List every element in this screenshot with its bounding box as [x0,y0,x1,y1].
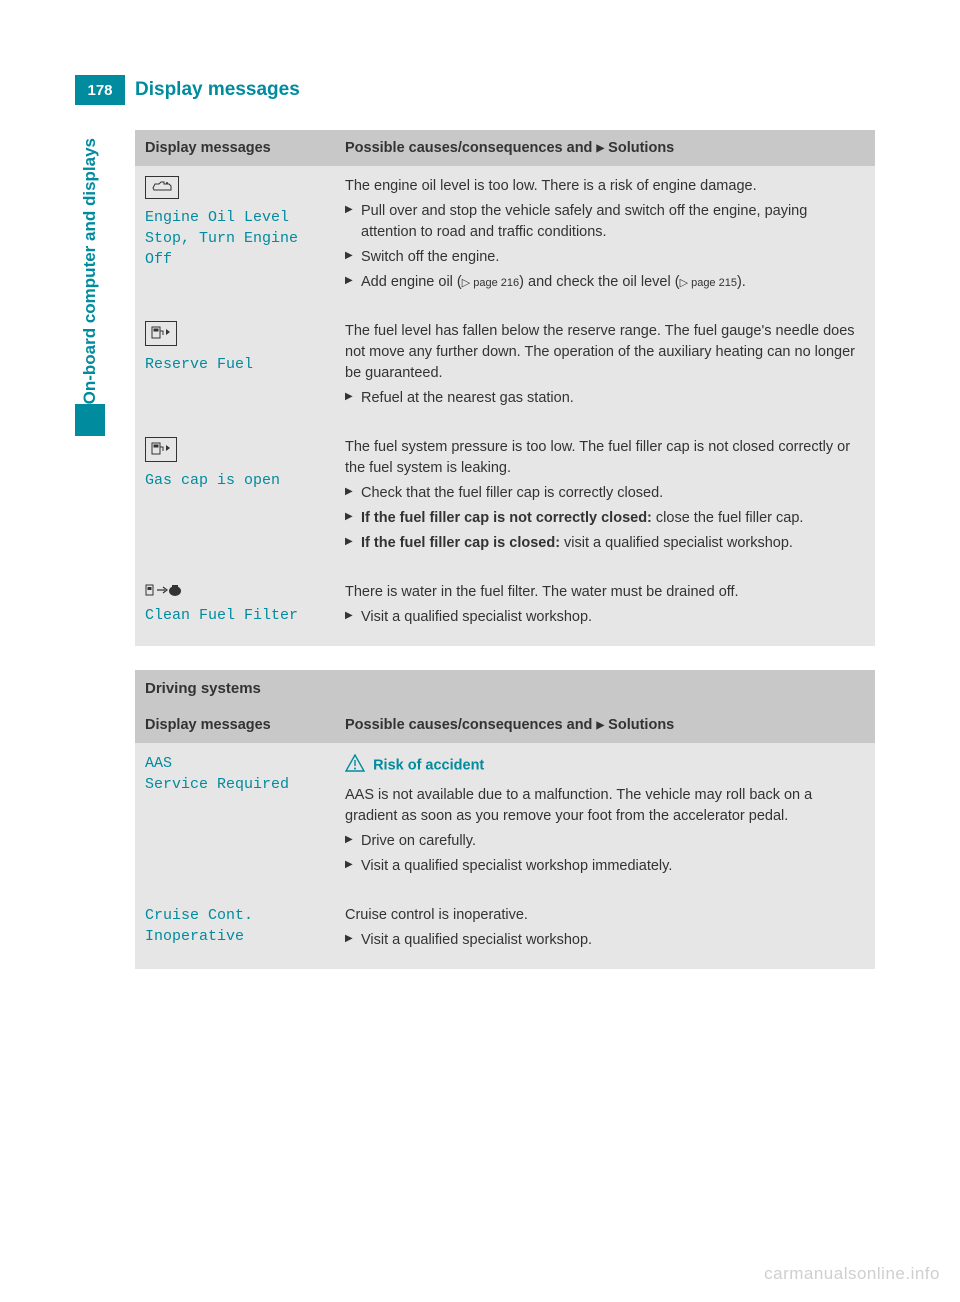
display-message-text: Gas cap is open [145,470,325,491]
list-item: Drive on carefully. [345,831,865,852]
bullet-text: Add engine oil ( [361,274,462,290]
messages-table-2: Display messages Possible causes/consequ… [135,707,875,969]
solution-list: Visit a qualified specialist workshop. [345,930,865,951]
list-item: Refuel at the nearest gas station. [345,388,865,409]
list-item: Add engine oil (▷ page 216) and check th… [345,272,865,293]
intro-text: There is water in the fuel filter. The w… [345,582,865,603]
msg-line: AAS [145,755,172,772]
warning-row: Risk of accident [345,753,865,779]
fuel-icon [145,437,177,462]
msg-line: Off [145,251,172,268]
table-row: Clean Fuel Filter [135,572,335,646]
display-message-text: Engine Oil Level Stop, Turn Engine Off [145,207,325,270]
solution-cell: The fuel level has fallen below the rese… [335,311,875,427]
display-message-text: Clean Fuel Filter [145,605,325,626]
solution-cell: The engine oil level is too low. There i… [335,166,875,311]
col2-header-suffix: Solutions [604,717,674,733]
oil-icon [145,176,179,199]
list-item: Switch off the engine. [345,247,865,268]
page-ref: ▷ page 216 [462,277,519,289]
msg-line: Gas cap is open [145,472,280,489]
table1-col2-header: Possible causes/consequences and ▶ Solut… [335,130,875,166]
table-row: AAS Service Required [135,743,335,895]
watermark: carmanualsonline.info [764,1264,940,1284]
list-item: If the fuel filler cap is closed: visit … [345,533,865,554]
side-tab: On-board computer and displays [75,130,105,450]
msg-line: Engine Oil Level [145,209,289,226]
page-number: 178 [75,75,125,105]
list-item: Pull over and stop the vehicle safely an… [345,201,865,243]
side-label: On-board computer and displays [80,130,100,404]
solution-list: Refuel at the nearest gas station. [345,388,865,409]
list-item: Visit a qualified specialist workshop. [345,607,865,628]
content-area: Display messages Possible causes/consequ… [135,130,875,969]
list-item: Visit a qualified specialist workshop im… [345,856,865,877]
intro-text: The fuel level has fallen below the rese… [345,321,865,384]
fuel-filter-icon [145,582,325,601]
col2-header-prefix: Possible causes/consequences and [345,140,596,156]
msg-line: Clean Fuel Filter [145,607,298,624]
display-message-text: Cruise Cont. Inoperative [145,905,325,947]
table-row: Gas cap is open [135,427,335,572]
msg-line: Cruise Cont. [145,907,253,924]
solutions-marker-icon: ▶ [596,720,604,731]
table2-col2-header: Possible causes/consequences and ▶ Solut… [335,707,875,743]
solution-cell: Risk of accident AAS is not available du… [335,743,875,895]
table1-col1-header: Display messages [135,130,335,166]
bullet-text: ). [737,274,746,290]
solution-list: Visit a qualified specialist workshop. [345,607,865,628]
intro-text: Cruise control is inoperative. [345,905,865,926]
intro-text: AAS is not available due to a malfunctio… [345,785,865,827]
bullet-bold: If the fuel filler cap is not correctly … [361,510,652,526]
col2-header-suffix: Solutions [604,140,674,156]
section-header: Driving systems [135,670,875,707]
display-message-text: AAS Service Required [145,753,325,795]
solution-list: Check that the fuel filler cap is correc… [345,483,865,554]
table-row: Engine Oil Level Stop, Turn Engine Off [135,166,335,311]
intro-text: The engine oil level is too low. There i… [345,176,865,197]
table-row: Cruise Cont. Inoperative [135,895,335,969]
side-block [75,404,105,436]
solution-cell: Cruise control is inoperative. Visit a q… [335,895,875,969]
list-item: Check that the fuel filler cap is correc… [345,483,865,504]
page-ref: ▷ page 215 [680,277,737,289]
solution-list: Pull over and stop the vehicle safely an… [345,201,865,293]
msg-line: Reserve Fuel [145,356,253,373]
bullet-text: visit a qualified specialist workshop. [560,535,793,551]
list-item: If the fuel filler cap is not correctly … [345,508,865,529]
solution-cell: There is water in the fuel filter. The w… [335,572,875,646]
table-row: Reserve Fuel [135,311,335,427]
table2-col1-header: Display messages [135,707,335,743]
bullet-text: ) and check the oil level ( [519,274,679,290]
solutions-marker-icon: ▶ [596,143,604,154]
warning-label: Risk of accident [373,758,484,774]
col2-header-prefix: Possible causes/consequences and [345,717,596,733]
bullet-bold: If the fuel filler cap is closed: [361,535,560,551]
msg-line: Service Required [145,776,289,793]
fuel-icon [145,321,177,346]
msg-line: Inoperative [145,928,244,945]
solution-list: Drive on carefully. Visit a qualified sp… [345,831,865,877]
intro-text: The fuel system pressure is too low. The… [345,437,865,479]
bullet-text: close the fuel filler cap. [652,510,804,526]
warning-triangle-icon [345,753,365,779]
display-message-text: Reserve Fuel [145,354,325,375]
list-item: Visit a qualified specialist workshop. [345,930,865,951]
msg-line: Stop, Turn Engine [145,230,298,247]
page-title: Display messages [135,75,300,105]
solution-cell: The fuel system pressure is too low. The… [335,427,875,572]
messages-table-1: Display messages Possible causes/consequ… [135,130,875,646]
